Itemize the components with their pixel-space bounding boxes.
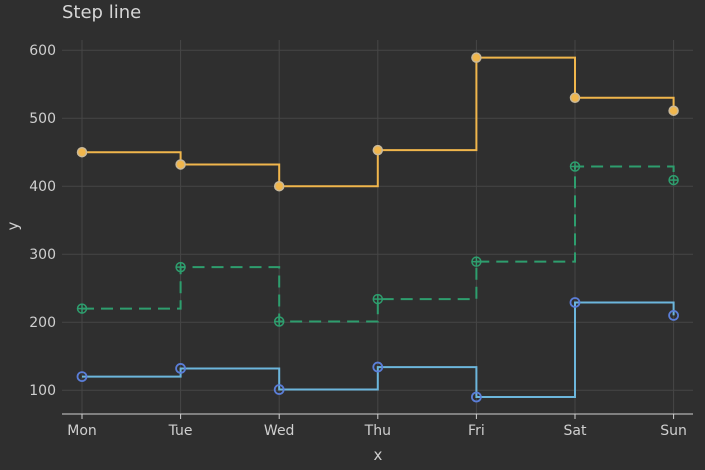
x-tick-label: Wed [264,423,295,439]
y-tick-label: 400 [29,179,56,195]
series-2 [76,161,679,327]
data-point [569,92,581,104]
series-3-line [82,301,675,398]
data-point [470,391,482,403]
chart-title: Step line [62,2,141,23]
data-point [372,144,384,156]
y-axis-label: y [4,221,22,230]
x-tick-label: Mon [67,423,97,439]
data-point [569,161,581,172]
data-point [372,361,384,373]
data-point [273,384,285,395]
data-point [273,180,285,192]
x-tick-label: Tue [168,423,193,439]
data-point [471,256,482,267]
data-point [273,316,285,327]
data-point [175,159,186,170]
y-tick-label: 600 [29,43,56,59]
data-point [175,261,186,273]
data-point [668,174,679,186]
y-tick-labels: 100 200 300 400 500 600 [29,43,56,399]
series-3 [76,297,679,403]
data-point [175,363,187,374]
x-tick-label: Fri [468,423,485,439]
data-point [569,297,581,308]
y-tick-label: 300 [29,247,56,263]
data-point [668,105,679,116]
series-1 [76,52,679,192]
x-axis-label: x [374,446,383,464]
data-point [76,371,88,383]
y-tick-label: 100 [29,383,56,399]
data-point [372,293,384,305]
data-point [471,52,482,63]
x-tick-labels: Mon Tue Wed Thu Fri Sat Sun [67,414,687,439]
data-point [76,146,88,158]
x-tick-label: Thu [364,423,391,439]
x-tick-label: Sun [660,423,687,439]
data-point [668,309,679,321]
y-tick-label: 500 [29,111,56,127]
series-layer [76,52,679,403]
data-point [76,303,88,314]
y-tick-label: 200 [29,315,56,331]
x-tick-label: Sat [564,423,587,439]
grid [62,40,693,414]
